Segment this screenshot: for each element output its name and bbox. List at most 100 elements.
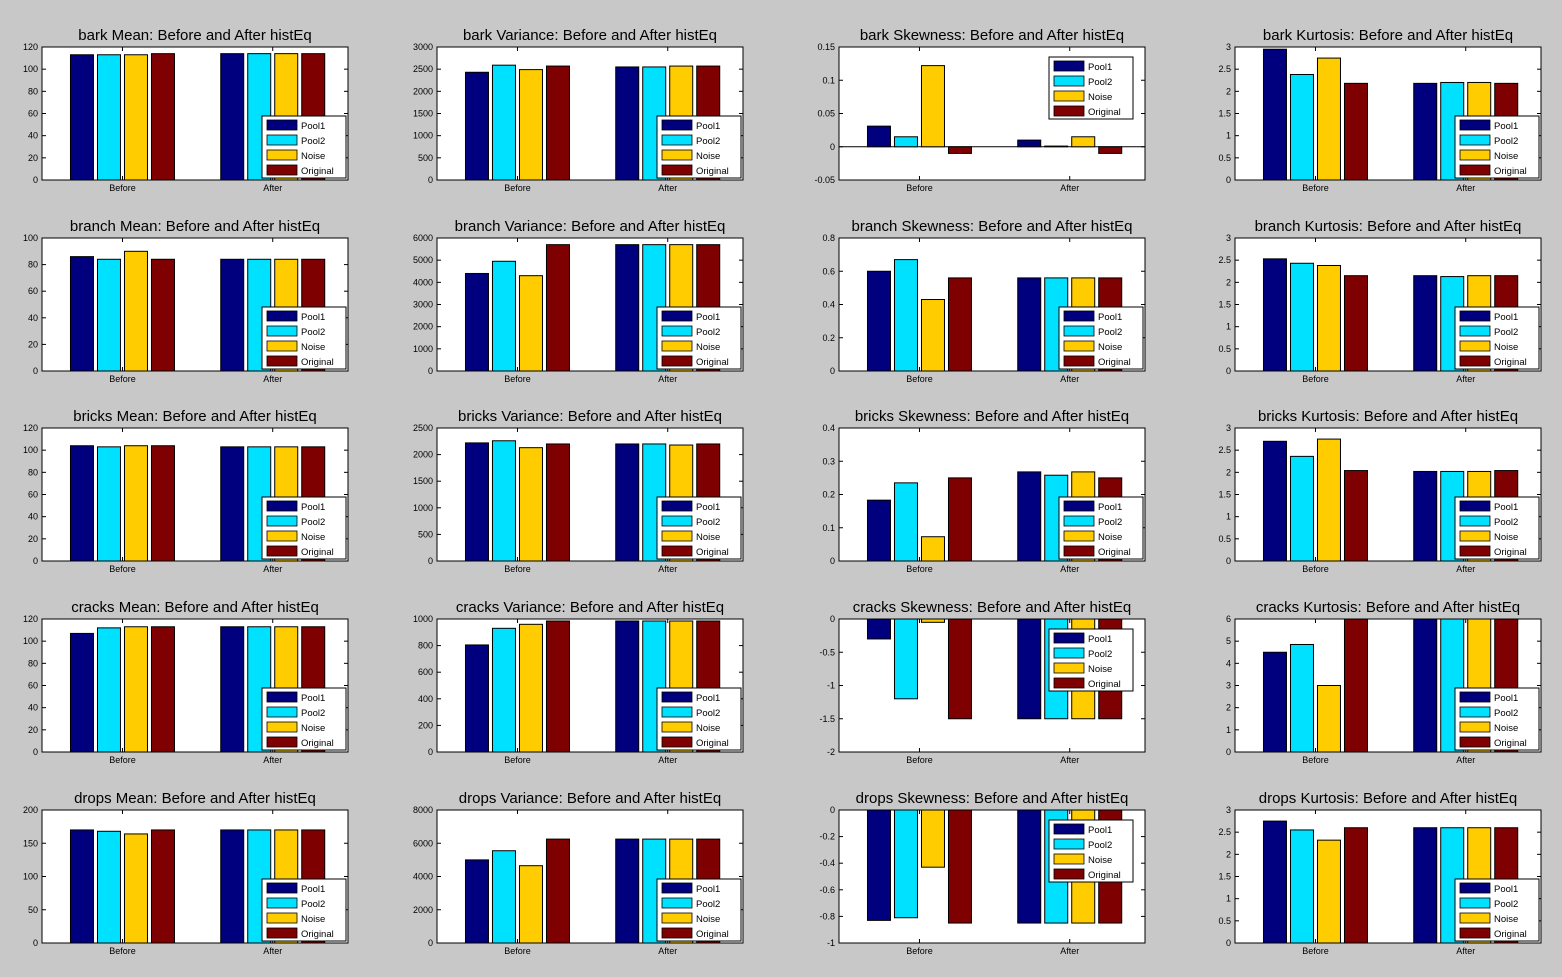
y-tick-label: -2 (827, 747, 835, 757)
legend-label-pool2: Pool2 (1494, 899, 1518, 910)
legend-label-pool1: Pool1 (696, 121, 720, 132)
bar-pool1-before (866, 270, 891, 372)
x-tick-label: After (658, 183, 677, 193)
bar-pool2-before (96, 830, 121, 944)
bar-pool1-after (1413, 470, 1438, 562)
y-tick-label: 120 (23, 614, 38, 624)
x-tick-label: Before (1302, 183, 1329, 193)
y-tick-label: 0.1 (822, 75, 835, 85)
legend-label-noise: Noise (1494, 914, 1518, 925)
bar-original-before (150, 829, 175, 944)
subplot-7: branch Skewness: Before and After histEq… (822, 218, 1146, 384)
subplot-18: drops Variance: Before and After histEq 0… (413, 790, 744, 956)
x-tick-label: Before (1302, 946, 1329, 956)
y-tick-label: -0.2 (819, 832, 835, 842)
legend: Pool1 Pool2 Noise Original (1454, 878, 1540, 942)
y-tick-label: 0 (33, 175, 38, 185)
legend-label-pool1: Pool1 (301, 121, 325, 132)
legend-swatch-original (661, 736, 693, 748)
y-tick-label: 0.5 (1218, 344, 1231, 354)
bar-original-before (947, 146, 972, 154)
legend-swatch-pool1 (266, 882, 298, 894)
legend-swatch-original (266, 164, 298, 176)
bar-original-before (545, 65, 570, 181)
y-tick-label: 20 (28, 725, 38, 735)
legend-swatch-original (266, 355, 298, 367)
y-tick-label: 40 (28, 313, 38, 323)
y-tick-label: 3000 (413, 42, 433, 52)
y-tick-label: 0.3 (822, 456, 835, 466)
y-tick-label: -1 (827, 938, 835, 948)
legend-label-pool2: Pool2 (696, 708, 720, 719)
y-tick-label: 2.5 (1218, 64, 1231, 74)
legend-label-pool2: Pool2 (1088, 649, 1112, 660)
bar-noise-before (1316, 264, 1341, 372)
y-tick-label: 1000 (413, 344, 433, 354)
legend-label-pool2: Pool2 (301, 136, 325, 147)
legend-label-original: Original (1494, 547, 1527, 558)
bar-original-before (1343, 82, 1368, 181)
legend-swatch-original (1053, 677, 1085, 689)
y-tick-label: -0.5 (819, 647, 835, 657)
y-tick-label: 2 (1226, 277, 1231, 287)
y-tick-label: 2 (1226, 703, 1231, 713)
legend-label-original: Original (1098, 547, 1131, 558)
subplot-16: cracks Kurtosis: Before and After histEq… (1226, 599, 1542, 765)
legend-swatch-original (661, 355, 693, 367)
legend-swatch-noise (661, 340, 693, 352)
legend-label-pool2: Pool2 (1098, 327, 1122, 338)
x-tick-label: Before (906, 755, 933, 765)
legend-swatch-original (266, 927, 298, 939)
y-tick-label: 4000 (413, 277, 433, 287)
y-tick-label: 80 (28, 260, 38, 270)
bar-pool1-after (1017, 139, 1042, 148)
bar-pool1-after (1017, 809, 1042, 924)
bar-noise-before (920, 65, 945, 148)
bar-noise-before (920, 299, 945, 372)
chart-title: bark Kurtosis: Before and After histEq (1263, 27, 1513, 44)
x-tick-label: After (263, 564, 282, 574)
legend: Pool1 Pool2 Noise Original (656, 687, 742, 751)
y-tick-label: 1.5 (1218, 109, 1231, 119)
y-tick-label: 20 (28, 534, 38, 544)
y-tick-label: 0.5 (1218, 916, 1231, 926)
legend-swatch-noise (1053, 90, 1085, 102)
chart-title: bark Skewness: Before and After histEq (860, 27, 1124, 44)
bar-pool1-before (69, 445, 94, 562)
y-tick-label: 100 (23, 872, 38, 882)
bar-original-before (947, 809, 972, 924)
legend-swatch-noise (1459, 340, 1491, 352)
legend-swatch-original (661, 164, 693, 176)
bar-noise-before (123, 626, 148, 753)
y-tick-label: 3 (1226, 423, 1231, 433)
y-tick-label: 1500 (413, 109, 433, 119)
bar-original-before (1343, 275, 1368, 372)
subplot-14: cracks Variance: Before and After histEq… (413, 599, 744, 765)
legend-label-noise: Noise (301, 914, 325, 925)
y-tick-label: 2.5 (1218, 445, 1231, 455)
x-tick-label: Before (109, 755, 136, 765)
y-tick-label: 1 (1226, 322, 1231, 332)
bar-pool2-before (491, 440, 516, 562)
bar-pool1-after (220, 258, 245, 372)
bar-pool2-before (491, 627, 516, 753)
legend-label-original: Original (301, 738, 334, 749)
y-tick-label: 1000 (413, 131, 433, 141)
bar-original-before (545, 620, 570, 753)
legend: Pool1 Pool2 Noise Original (261, 687, 347, 751)
legend-label-noise: Noise (1494, 342, 1518, 353)
legend-label-original: Original (301, 357, 334, 368)
bar-pool1-before (1262, 48, 1287, 181)
legend: Pool1 Pool2 Noise Original (261, 306, 347, 370)
legend-swatch-pool2 (266, 134, 298, 146)
x-tick-label: Before (109, 564, 136, 574)
y-tick-label: 0 (428, 556, 433, 566)
bar-noise-before (1316, 57, 1341, 181)
y-tick-label: 20 (28, 339, 38, 349)
y-tick-label: 60 (28, 286, 38, 296)
legend-label-noise: Noise (696, 532, 720, 543)
legend-swatch-pool2 (1459, 515, 1491, 527)
bar-original-before (150, 626, 175, 753)
y-tick-label: 0 (830, 614, 835, 624)
y-tick-label: 2.5 (1218, 827, 1231, 837)
